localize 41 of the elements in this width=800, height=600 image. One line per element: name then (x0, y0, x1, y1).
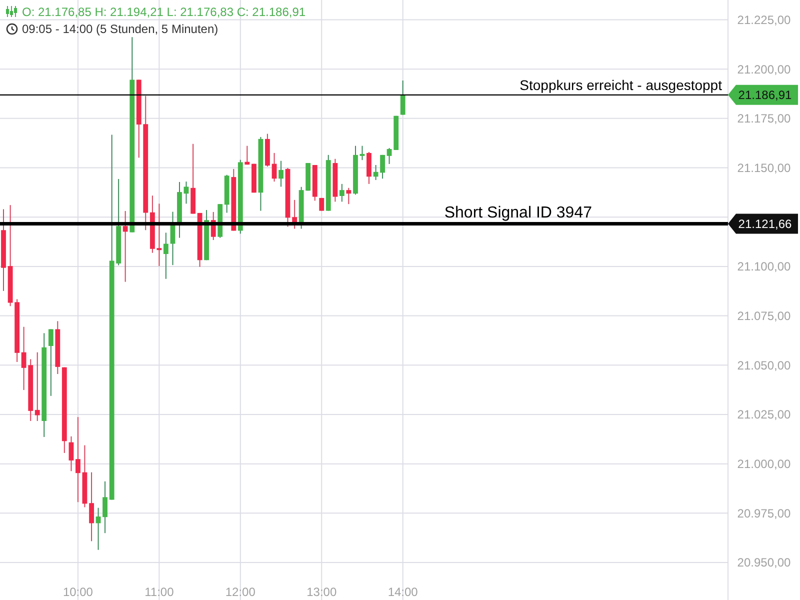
y-tick-label: 21.225,00 (737, 12, 792, 27)
y-tick-label: 21.050,00 (737, 358, 792, 372)
y-tick-label: 21.100,00 (737, 260, 792, 274)
candlestick (122, 210, 128, 282)
candlestick (360, 145, 365, 161)
candlestick (319, 197, 324, 212)
ref-line-label: Short Signal ID 3947 (444, 204, 592, 222)
candlestick (346, 187, 352, 205)
x-tick-label: 12:00 (225, 585, 256, 599)
annotation: 21.121,66 (738, 216, 792, 231)
x-tick-label: 10:00 (62, 585, 94, 599)
candlestick (339, 183, 344, 202)
y-tick-label: 21.025,00 (737, 408, 792, 422)
x-tick-label: 14:00 (388, 585, 418, 599)
y-tick-label: 20.975,00 (737, 506, 792, 520)
candlestick (386, 148, 392, 165)
text: 09:05 - 14:00 (5 Stunden, 5 Minuten) (22, 22, 218, 36)
y-tick-label: 21.150,00 (737, 160, 792, 175)
candlestick (48, 328, 54, 396)
candlestick (163, 232, 168, 280)
candlestick (184, 181, 189, 204)
ref-line-label: Stoppkurs erreicht - ausgestoppt (520, 76, 722, 93)
candlestick (102, 480, 108, 534)
y-tick-label: 21.000,00 (737, 457, 792, 472)
candlestick (278, 160, 284, 188)
annotation: 21.186,91 (738, 88, 792, 102)
candlestick (400, 80, 406, 116)
candlestick (89, 472, 94, 542)
y-tick-label: 21.175,00 (737, 112, 792, 126)
candlestick (366, 151, 372, 184)
x-tick-label: 13:00 (306, 585, 337, 599)
x-tick-label: 11:00 (144, 585, 174, 599)
y-tick-label: 21.200,00 (737, 62, 792, 76)
y-tick-label: 21.075,00 (737, 308, 792, 323)
candlestick (68, 436, 74, 472)
text: O: 21.176,85 H: 21.194,21 L: 21.176,83 C: 21.186,91 (22, 5, 306, 19)
candlestick (244, 145, 250, 166)
candlestick (76, 416, 80, 503)
candlestick (272, 152, 277, 182)
candlestick (34, 352, 40, 422)
y-tick-label: 20.950,00 (737, 556, 792, 570)
